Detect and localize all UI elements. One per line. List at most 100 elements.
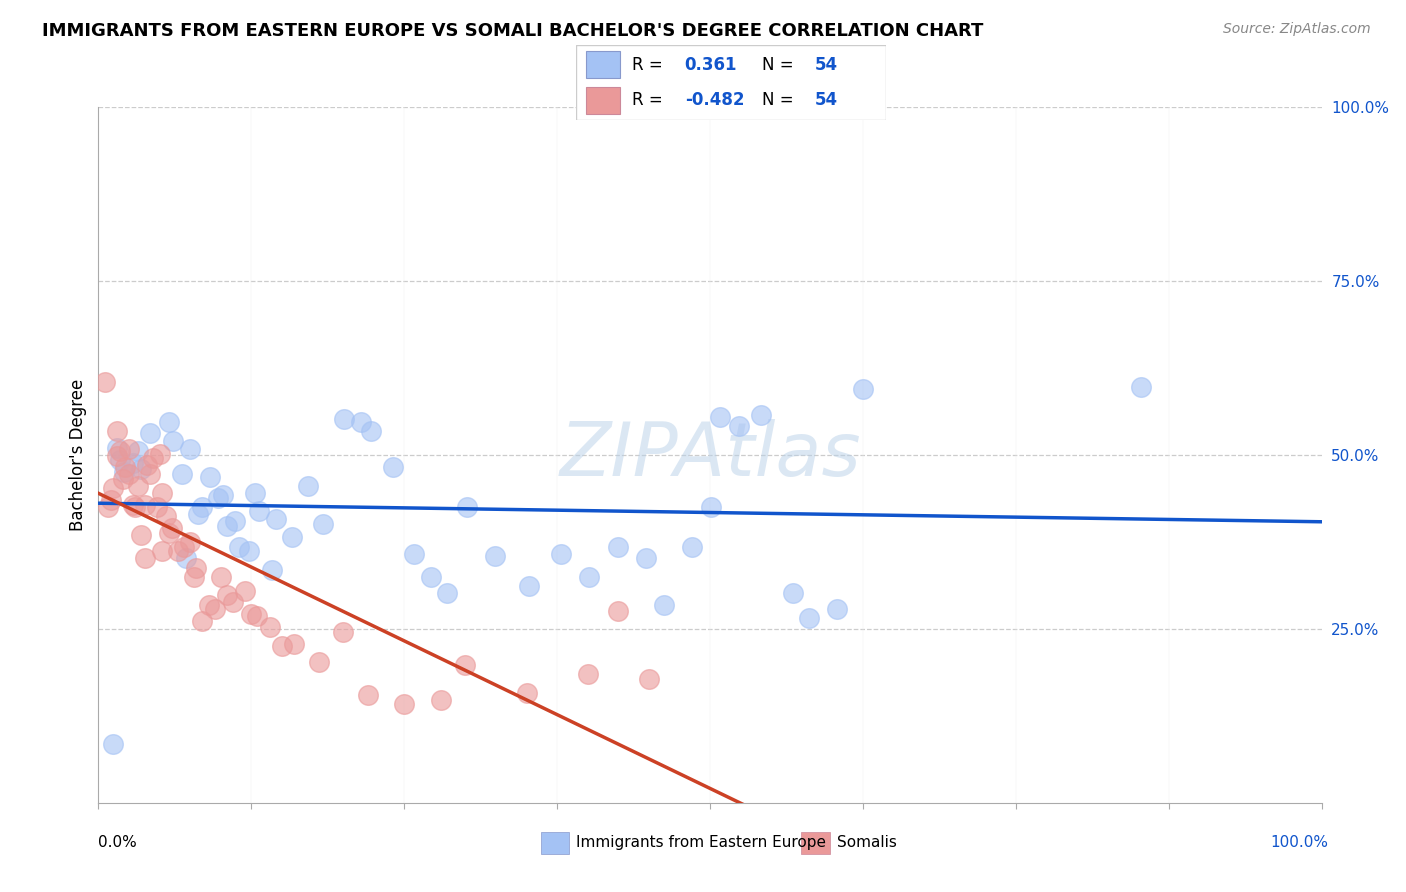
Point bbox=[183, 570, 205, 584]
Point bbox=[578, 570, 600, 584]
Text: -0.482: -0.482 bbox=[685, 91, 744, 110]
Point bbox=[121, 498, 143, 512]
Point bbox=[179, 534, 201, 549]
Point bbox=[259, 620, 281, 634]
Point bbox=[332, 625, 354, 640]
Text: ZIPAtlas: ZIPAtlas bbox=[560, 419, 860, 491]
Point bbox=[550, 547, 572, 561]
Text: Immigrants from Eastern Europe: Immigrants from Eastern Europe bbox=[576, 836, 827, 850]
Point bbox=[308, 655, 330, 669]
Point bbox=[97, 500, 120, 514]
Point bbox=[652, 598, 675, 612]
Point bbox=[105, 450, 128, 464]
Point bbox=[222, 595, 245, 609]
Text: Somalis: Somalis bbox=[837, 836, 897, 850]
Point bbox=[105, 424, 128, 438]
Point bbox=[134, 550, 156, 565]
Point bbox=[118, 467, 141, 482]
Point bbox=[204, 602, 226, 616]
Point bbox=[607, 605, 630, 619]
Text: R =: R = bbox=[633, 55, 668, 74]
Point bbox=[139, 467, 162, 482]
Point bbox=[212, 488, 235, 502]
Point bbox=[114, 460, 136, 475]
Point bbox=[516, 686, 538, 700]
Y-axis label: Bachelor's Degree: Bachelor's Degree bbox=[69, 379, 87, 531]
Point bbox=[93, 375, 115, 389]
FancyBboxPatch shape bbox=[586, 52, 620, 78]
Point bbox=[270, 639, 294, 653]
Point bbox=[238, 544, 260, 558]
Point bbox=[186, 507, 208, 521]
Point bbox=[101, 737, 124, 751]
Point bbox=[420, 570, 443, 584]
Point bbox=[728, 418, 751, 433]
Text: 100.0%: 100.0% bbox=[1271, 836, 1329, 850]
Point bbox=[191, 614, 214, 628]
Text: N =: N = bbox=[762, 91, 799, 110]
Point bbox=[146, 500, 169, 514]
Point bbox=[436, 585, 458, 599]
Point bbox=[1129, 380, 1152, 394]
Point bbox=[402, 547, 425, 561]
Point bbox=[638, 672, 661, 686]
Point bbox=[215, 519, 238, 533]
Point bbox=[197, 598, 219, 612]
FancyBboxPatch shape bbox=[586, 87, 620, 113]
Point bbox=[157, 415, 180, 429]
Point bbox=[110, 444, 132, 458]
Point bbox=[129, 462, 152, 476]
Point bbox=[136, 458, 159, 473]
Point bbox=[127, 479, 149, 493]
Point bbox=[162, 434, 184, 448]
Point bbox=[105, 441, 128, 455]
Point bbox=[112, 466, 135, 480]
Point bbox=[852, 382, 875, 396]
Point bbox=[456, 500, 478, 514]
Point bbox=[283, 637, 305, 651]
Point bbox=[124, 500, 146, 514]
Point bbox=[207, 491, 229, 505]
Point bbox=[240, 607, 263, 621]
Point bbox=[709, 409, 731, 424]
Point bbox=[149, 446, 172, 460]
Point bbox=[636, 550, 658, 565]
Point bbox=[700, 500, 723, 514]
Point bbox=[176, 550, 198, 565]
Text: IMMIGRANTS FROM EASTERN EUROPE VS SOMALI BACHELOR'S DEGREE CORRELATION CHART: IMMIGRANTS FROM EASTERN EUROPE VS SOMALI… bbox=[42, 22, 984, 40]
FancyBboxPatch shape bbox=[576, 45, 886, 120]
Point bbox=[576, 667, 599, 681]
Text: 54: 54 bbox=[814, 55, 838, 74]
Point bbox=[111, 472, 134, 486]
Point bbox=[198, 470, 221, 484]
Point bbox=[209, 570, 232, 584]
Point bbox=[157, 525, 180, 540]
Point bbox=[228, 540, 250, 554]
Point bbox=[797, 611, 820, 625]
Text: R =: R = bbox=[633, 91, 668, 110]
Point bbox=[170, 467, 193, 482]
Point bbox=[233, 583, 256, 598]
Point bbox=[681, 540, 703, 554]
Point bbox=[139, 425, 162, 440]
Point bbox=[160, 521, 183, 535]
Point bbox=[134, 498, 156, 512]
Point bbox=[356, 688, 378, 702]
Point bbox=[167, 544, 190, 558]
Point bbox=[382, 460, 405, 475]
Point bbox=[150, 486, 173, 500]
Point bbox=[454, 658, 477, 673]
Point bbox=[360, 424, 382, 438]
Point bbox=[312, 516, 335, 531]
Point bbox=[297, 479, 319, 493]
Point bbox=[247, 503, 270, 517]
Point bbox=[350, 415, 373, 429]
Point bbox=[186, 560, 208, 574]
Point bbox=[484, 549, 506, 563]
Point bbox=[215, 589, 238, 603]
Point bbox=[150, 544, 173, 558]
Point bbox=[142, 451, 165, 466]
Point bbox=[264, 512, 287, 526]
Text: Source: ZipAtlas.com: Source: ZipAtlas.com bbox=[1223, 22, 1371, 37]
Point bbox=[129, 528, 152, 542]
